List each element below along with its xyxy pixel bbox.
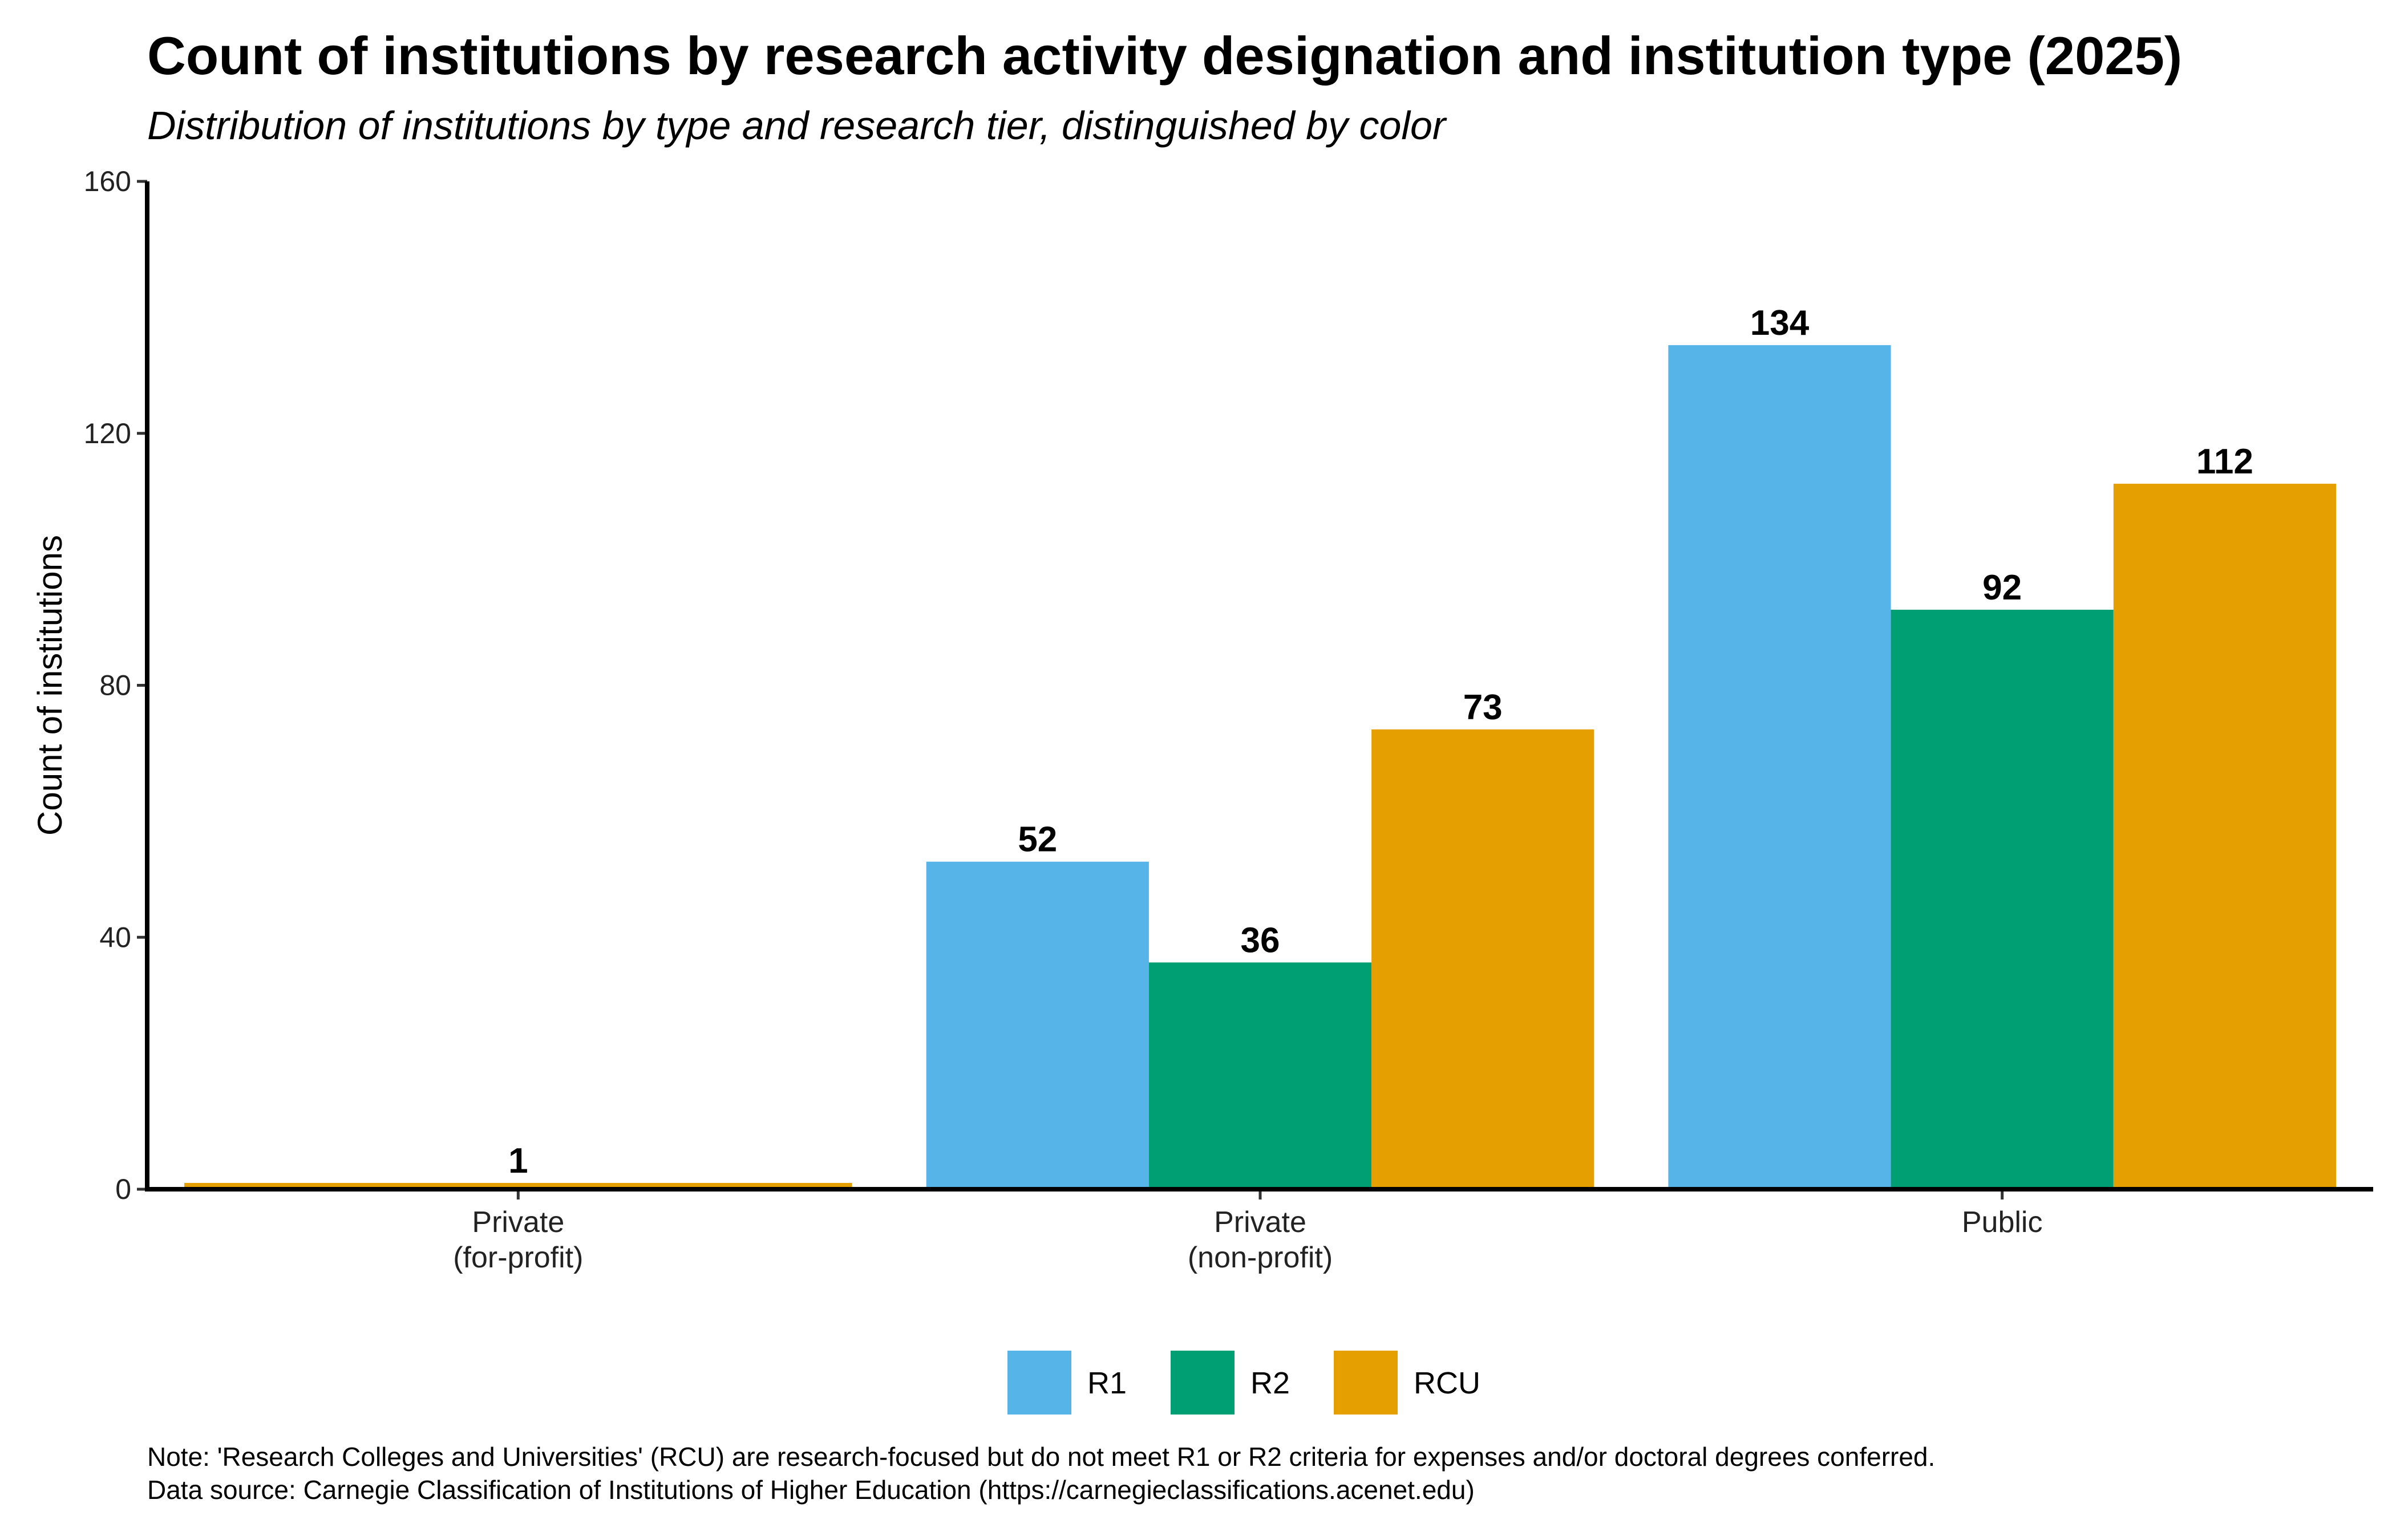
chart-footnote: Note: 'Research Colleges and Universitie… [147, 1440, 1935, 1506]
x-tick-label: Private [472, 1206, 564, 1239]
data-label: 52 [1018, 820, 1057, 860]
chart-subtitle: Distribution of institutions by type and… [147, 103, 1446, 148]
legend-label-rcu: RCU [1414, 1366, 1480, 1400]
bar-rcu-0 [184, 1182, 852, 1189]
x-tick-label: (for-profit) [453, 1241, 583, 1274]
bar-r2-2 [1891, 609, 2114, 1189]
legend-key-r1 [1007, 1351, 1071, 1415]
x-tick-label: Private [1214, 1206, 1306, 1239]
bar-r1-1 [926, 861, 1149, 1189]
bar-r2-1 [1148, 962, 1372, 1189]
y-tick-label: 120 [84, 418, 131, 449]
y-tick-label: 40 [99, 921, 131, 953]
bar-chart: 0 40 80 120 160 Count of institutions 1 Private… [31, 165, 2373, 1415]
bar-rcu-1 [1371, 729, 1594, 1189]
bar-r1-2 [1668, 345, 1891, 1190]
chart-title: Count of institutions by research activi… [147, 26, 2183, 86]
y-tick-label: 0 [115, 1173, 131, 1205]
legend-label-r2: R2 [1250, 1366, 1290, 1400]
legend-label-r1: R1 [1087, 1366, 1127, 1400]
data-label: 92 [1982, 568, 2022, 607]
data-label: 1 [508, 1141, 528, 1181]
data-label: 36 [1241, 921, 1280, 960]
y-axis-title: Count of institutions [31, 535, 69, 836]
y-tick-label: 80 [99, 670, 131, 702]
data-label: 73 [1463, 688, 1503, 727]
x-tick-label: (non-profit) [1188, 1241, 1333, 1274]
source-text: Data source: Carnegie Classification of … [147, 1475, 1475, 1505]
data-label: 112 [2196, 442, 2253, 481]
data-label: 134 [1750, 303, 1810, 343]
bar-rcu-2 [2113, 484, 2336, 1189]
legend-key-r2 [1171, 1351, 1235, 1415]
note-text: Note: 'Research Colleges and Universitie… [147, 1442, 1936, 1472]
legend-key-rcu [1334, 1351, 1398, 1415]
y-tick-label: 160 [84, 165, 131, 197]
x-tick-label: Public [1962, 1206, 2043, 1239]
